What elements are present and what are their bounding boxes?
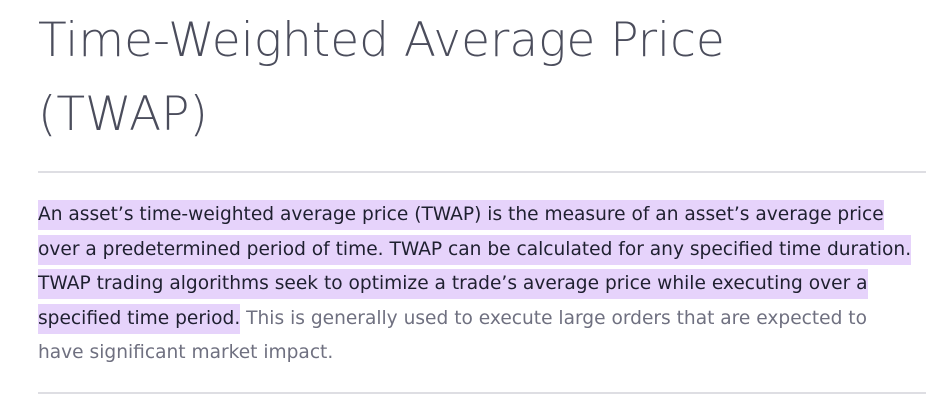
divider-bottom [38,392,926,394]
paragraph-remainder: This is generally used to execute large … [38,307,867,364]
divider-top [38,171,926,173]
definition-paragraph: An asset’s time-weighted average price (… [38,198,918,371]
page-title: Time-Weighted Average Price (TWAP) [38,13,725,142]
